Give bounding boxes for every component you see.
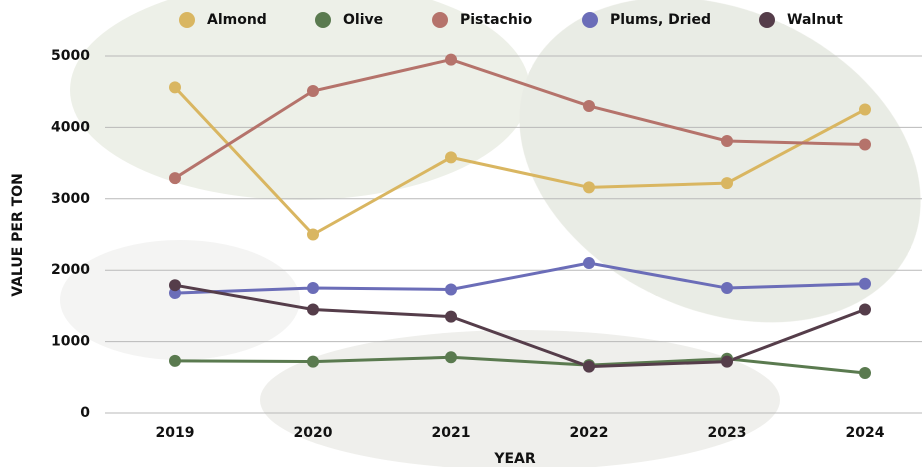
- series-line: [174, 261, 866, 295]
- data-point: [445, 310, 457, 323]
- data-point: [307, 303, 319, 316]
- data-point: [583, 99, 595, 112]
- data-point: [721, 282, 733, 295]
- data-point: [859, 103, 871, 116]
- legend-label: Plums, Dried: [610, 12, 711, 28]
- x-tick-label: 2019: [156, 425, 195, 441]
- legend-label: Walnut: [787, 12, 843, 28]
- data-point: [859, 277, 871, 290]
- legend-marker: [179, 12, 195, 28]
- data-point: [859, 138, 871, 151]
- x-tick-label: 2023: [708, 425, 747, 441]
- legend-marker: [315, 12, 331, 28]
- y-axis-label: VALUE PER TON: [10, 173, 26, 297]
- data-point: [445, 151, 457, 164]
- data-point: [169, 172, 181, 185]
- data-point: [859, 367, 871, 380]
- x-tick-label: 2022: [570, 425, 609, 441]
- data-point: [583, 257, 595, 270]
- legend-label: Olive: [343, 12, 383, 28]
- legend-label: Pistachio: [460, 12, 533, 28]
- data-point: [859, 303, 871, 316]
- data-point: [583, 360, 595, 373]
- data-point: [169, 279, 181, 292]
- legend-marker: [432, 12, 448, 28]
- x-tick-label: 2021: [432, 425, 471, 441]
- data-point: [307, 282, 319, 295]
- data-point: [169, 81, 181, 94]
- data-point: [307, 355, 319, 368]
- data-point: [583, 181, 595, 194]
- data-point: [445, 53, 457, 66]
- y-tick-label: 4000: [51, 119, 90, 135]
- series-line: [173, 86, 866, 237]
- y-tick-label: 5000: [51, 48, 90, 64]
- data-point: [445, 351, 457, 364]
- data-point: [307, 84, 319, 97]
- series-line: [174, 355, 866, 375]
- y-tick-label: 2000: [51, 262, 90, 278]
- x-axis-label: YEAR: [493, 451, 536, 467]
- legend-label: Almond: [207, 12, 267, 28]
- data-point: [307, 228, 319, 241]
- y-tick-label: 3000: [51, 191, 90, 207]
- background-leaves: [60, 0, 921, 467]
- x-tick-label: 2024: [846, 425, 885, 441]
- data-point: [721, 355, 733, 368]
- y-tick-label: 1000: [51, 334, 90, 350]
- legend-marker: [582, 12, 598, 28]
- legend-marker: [759, 12, 775, 28]
- y-tick-label: 0: [80, 405, 90, 421]
- x-tick-label: 2020: [294, 425, 333, 441]
- data-point: [721, 177, 733, 190]
- series-line: [174, 58, 866, 180]
- series-line: [174, 283, 866, 369]
- data-point: [721, 134, 733, 147]
- data-point: [445, 283, 457, 296]
- data-point: [169, 354, 181, 367]
